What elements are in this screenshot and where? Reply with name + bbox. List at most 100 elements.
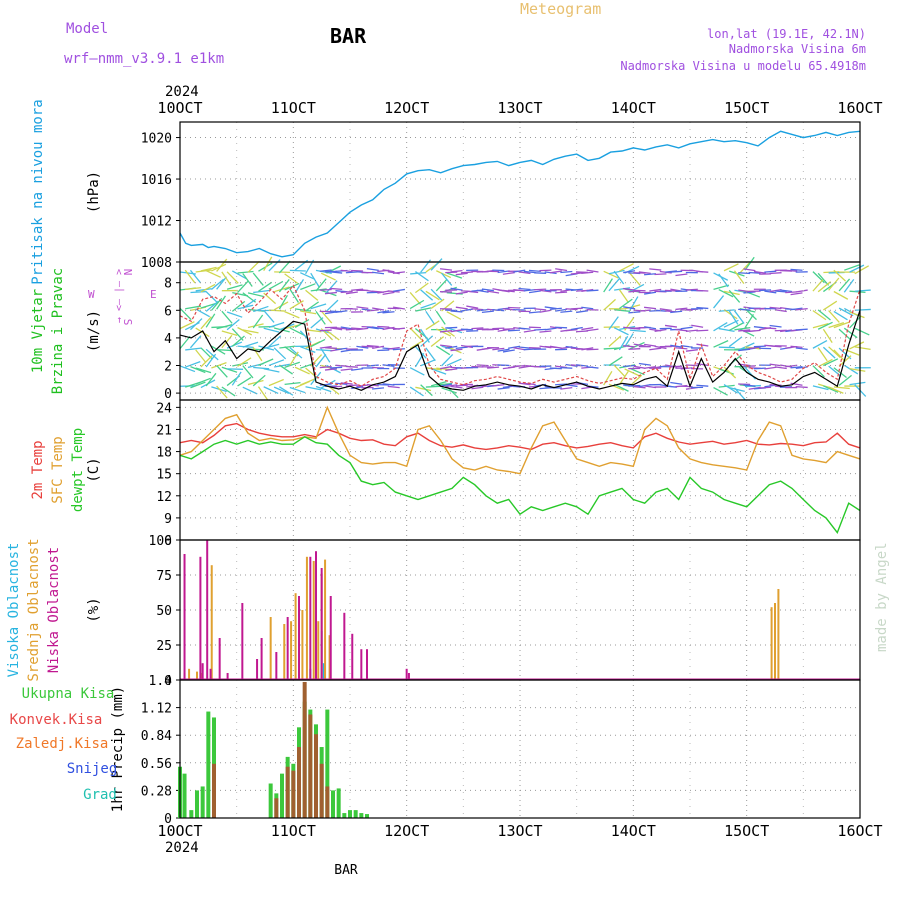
wind-barb [377, 325, 390, 328]
wind-barb [555, 326, 568, 329]
wind-barb [833, 269, 847, 282]
wind-barb [190, 366, 206, 374]
wind-barb [833, 321, 850, 329]
wind-barb [372, 271, 385, 275]
year-label-bottom: 2024 [165, 840, 199, 856]
wind-barb [436, 328, 451, 337]
wind-barb [481, 310, 494, 314]
wind-barb [843, 327, 858, 339]
y-tick-label: 0 [164, 674, 172, 689]
wind-barb [854, 327, 870, 336]
wind-barb [420, 359, 436, 367]
wind-barb [619, 298, 633, 310]
y-tick-label: 15 [156, 468, 172, 483]
wind-barb [795, 328, 808, 331]
wind-barb [324, 311, 338, 315]
wind-barb [628, 384, 641, 387]
bar-clouds [343, 612, 346, 680]
wind-barb [445, 326, 458, 329]
bar-precip [291, 770, 296, 818]
bar-clouds [315, 551, 317, 680]
wind-barb [523, 348, 536, 351]
wind-barb [247, 379, 264, 386]
bar-precip [353, 810, 358, 818]
wind-barb [284, 273, 298, 284]
wind-barb [628, 290, 641, 293]
bar-clouds [405, 668, 408, 680]
wind-barb [455, 272, 468, 276]
wind-barb [221, 334, 233, 349]
wind-barb [629, 329, 646, 333]
wind-barb [523, 270, 536, 274]
wind-barb [549, 345, 562, 349]
wind-barb [231, 371, 242, 386]
wind-barb [221, 330, 238, 337]
wind-barb [739, 261, 752, 274]
wind-barb [748, 271, 761, 274]
bar-clouds [322, 663, 325, 680]
wind-barb [753, 367, 766, 370]
wind-barb [263, 327, 280, 333]
wind-barb [492, 327, 505, 330]
bar-precip [336, 788, 341, 818]
wind-barb [356, 384, 369, 388]
bar-clouds [351, 633, 354, 680]
wind-barb [392, 288, 406, 292]
y-tick-label: 12 [156, 490, 172, 505]
wind-barb [854, 346, 871, 351]
wind-barb [629, 341, 645, 350]
wind-barb [608, 278, 620, 292]
wind-barb [492, 308, 505, 312]
bar-clouds [309, 556, 312, 680]
wind-barb [769, 306, 782, 310]
wind-barb [446, 272, 463, 279]
bar-clouds [196, 671, 198, 680]
wind-barb [440, 383, 453, 387]
wind-barb [764, 366, 777, 370]
wind-barb [502, 349, 515, 353]
bar-clouds [360, 649, 363, 680]
wind-barb [189, 335, 202, 349]
wind-barb [382, 311, 395, 314]
wind-barb [179, 307, 192, 321]
wind-barb [284, 361, 300, 368]
wind-barb [854, 308, 871, 311]
wind-barb [623, 306, 636, 310]
bar-precip [182, 773, 187, 818]
wind-barb [200, 283, 216, 293]
bar-precip [285, 766, 290, 818]
wind-barb [823, 300, 838, 311]
wind-barb [497, 387, 510, 390]
bar-precip [365, 814, 369, 818]
wind-barb [320, 272, 336, 281]
wind-barb [305, 386, 322, 391]
wind-barb [284, 311, 300, 319]
wind-barb [576, 364, 589, 367]
wind-barb [608, 335, 622, 348]
wind-barb [733, 270, 745, 285]
wind-barb [450, 385, 463, 389]
wind-barb [294, 308, 312, 312]
wind-barb [844, 264, 860, 271]
wind-barb [310, 272, 320, 288]
wind-barb [471, 327, 484, 330]
bar-precip [274, 798, 279, 818]
wind-barb [210, 278, 225, 291]
wind-barb [247, 323, 264, 329]
wind-barb [743, 268, 756, 272]
wind-barb [614, 309, 631, 312]
wind-barb [425, 347, 436, 362]
bar-precip [206, 711, 211, 818]
wind-barb [833, 349, 846, 362]
wind-barb [435, 278, 448, 292]
wind-barb [440, 365, 453, 370]
wind-barb [361, 345, 374, 348]
wind-barb [195, 367, 212, 374]
wind-barb [189, 269, 202, 284]
y-tick-label: 1.4 [149, 674, 173, 689]
wind-barb [629, 272, 641, 286]
bar-precip [342, 813, 347, 818]
wind-barb [828, 310, 840, 323]
wind-barb [351, 386, 364, 390]
wind-barb [446, 358, 462, 367]
